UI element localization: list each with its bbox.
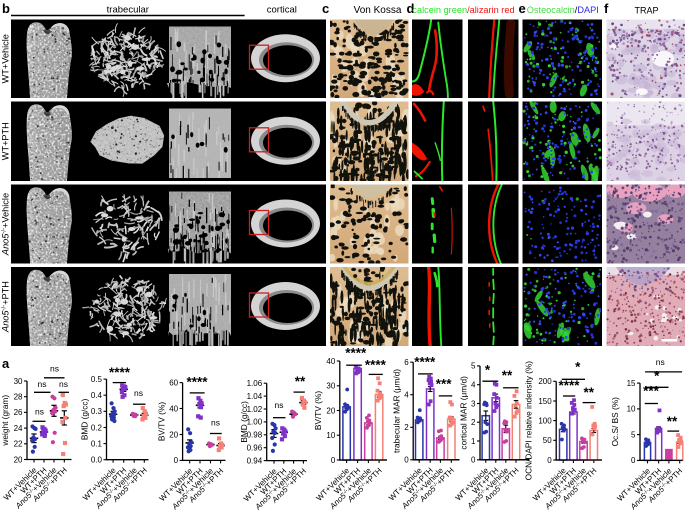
svg-text:1: 1 bbox=[471, 437, 476, 446]
svg-text:5: 5 bbox=[471, 362, 476, 371]
svg-text:0.98: 0.98 bbox=[247, 431, 263, 440]
svg-text:10: 10 bbox=[627, 405, 636, 414]
svg-text:Ano5-/-+PTH: Ano5-/-+PTH bbox=[1, 281, 11, 333]
svg-text:1.04: 1.04 bbox=[247, 392, 263, 401]
svg-text:**: ** bbox=[295, 374, 306, 389]
svg-text:trabecular: trabecular bbox=[107, 5, 149, 16]
svg-text:ns: ns bbox=[59, 379, 68, 389]
svg-text:5: 5 bbox=[631, 430, 636, 439]
svg-text:Von Kossa: Von Kossa bbox=[354, 5, 402, 16]
svg-text:calcein green/alizarin red: calcein green/alizarin red bbox=[412, 5, 514, 15]
svg-text:**: ** bbox=[667, 414, 678, 429]
svg-text:3: 3 bbox=[471, 399, 476, 408]
svg-text:b: b bbox=[2, 1, 10, 16]
svg-text:OCN/DAPI relative indensity (%: OCN/DAPI relative indensity (%) bbox=[524, 361, 534, 481]
svg-text:cortical: cortical bbox=[267, 5, 297, 16]
svg-text:20: 20 bbox=[14, 455, 23, 464]
svg-text:****: **** bbox=[558, 378, 580, 393]
svg-text:100: 100 bbox=[538, 416, 552, 425]
svg-text:ns: ns bbox=[211, 418, 220, 428]
svg-text:0.2: 0.2 bbox=[91, 423, 103, 432]
svg-text:BV/TV (%): BV/TV (%) bbox=[157, 402, 167, 441]
svg-text:0.1: 0.1 bbox=[91, 439, 103, 448]
svg-text:*: * bbox=[575, 359, 581, 374]
svg-text:BMD (g/cc): BMD (g/cc) bbox=[80, 398, 90, 440]
svg-text:50: 50 bbox=[543, 436, 552, 445]
svg-text:****: **** bbox=[414, 355, 436, 370]
svg-text:*: * bbox=[485, 363, 491, 378]
svg-text:0: 0 bbox=[174, 456, 179, 465]
svg-text:ns: ns bbox=[275, 400, 284, 410]
svg-text:0: 0 bbox=[547, 456, 552, 465]
svg-text:4: 4 bbox=[404, 391, 409, 400]
svg-text:0: 0 bbox=[471, 456, 476, 465]
svg-text:trabecular MAR (μm/d): trabecular MAR (μm/d) bbox=[392, 369, 402, 453]
svg-text:26: 26 bbox=[14, 408, 23, 417]
svg-text:0: 0 bbox=[631, 456, 636, 465]
svg-text:1.00: 1.00 bbox=[247, 418, 263, 427]
svg-text:***: *** bbox=[643, 384, 660, 399]
svg-text:****: **** bbox=[186, 375, 208, 390]
svg-text:ns: ns bbox=[134, 388, 143, 398]
svg-text:Ano5-/-+Vehicle: Ano5-/-+Vehicle bbox=[1, 193, 11, 256]
svg-text:15: 15 bbox=[627, 379, 636, 388]
svg-text:**: ** bbox=[583, 385, 594, 400]
svg-text:**: ** bbox=[502, 368, 513, 383]
svg-text:a: a bbox=[2, 356, 10, 371]
svg-text:BMD (g/cc): BMD (g/cc) bbox=[239, 401, 249, 443]
svg-text:40: 40 bbox=[169, 404, 178, 413]
svg-text:20: 20 bbox=[169, 430, 178, 439]
svg-text:e: e bbox=[519, 1, 526, 16]
svg-text:weight (gram): weight (gram) bbox=[0, 395, 10, 447]
svg-text:ns: ns bbox=[50, 364, 59, 374]
svg-text:cortical MAR (μm/d): cortical MAR (μm/d) bbox=[459, 376, 469, 450]
svg-text:0.3: 0.3 bbox=[91, 407, 103, 416]
svg-text:BV/TV (%): BV/TV (%) bbox=[313, 391, 323, 430]
svg-text:10: 10 bbox=[326, 431, 335, 440]
svg-text:d: d bbox=[407, 1, 415, 16]
svg-text:****: **** bbox=[345, 346, 367, 361]
svg-text:TRAP: TRAP bbox=[634, 6, 658, 16]
svg-text:****: **** bbox=[109, 365, 131, 380]
svg-text:60: 60 bbox=[169, 378, 178, 387]
svg-text:150: 150 bbox=[538, 397, 552, 406]
svg-text:*: * bbox=[654, 368, 660, 383]
svg-text:0.5: 0.5 bbox=[91, 375, 103, 384]
svg-text:2: 2 bbox=[471, 418, 476, 427]
svg-text:28: 28 bbox=[14, 393, 23, 402]
svg-text:c: c bbox=[322, 1, 329, 16]
svg-text:4: 4 bbox=[471, 380, 476, 389]
svg-text:WT+Vehicle: WT+Vehicle bbox=[1, 34, 11, 83]
svg-text:20: 20 bbox=[326, 406, 335, 415]
svg-text:22: 22 bbox=[14, 440, 23, 449]
svg-text:ns: ns bbox=[35, 407, 44, 417]
svg-text:ns: ns bbox=[656, 357, 665, 367]
svg-text:30: 30 bbox=[326, 382, 335, 391]
svg-text:0: 0 bbox=[404, 456, 409, 465]
svg-text:40: 40 bbox=[326, 357, 335, 366]
svg-text:0.0: 0.0 bbox=[91, 456, 103, 465]
svg-text:6: 6 bbox=[404, 358, 409, 367]
svg-text:0.94: 0.94 bbox=[247, 456, 263, 465]
svg-text:Oc.S/ BS (%): Oc.S/ BS (%) bbox=[610, 397, 620, 447]
svg-text:2: 2 bbox=[404, 423, 409, 432]
svg-text:30: 30 bbox=[14, 377, 23, 386]
svg-text:0.96: 0.96 bbox=[247, 444, 263, 453]
svg-text:WT+PTH: WT+PTH bbox=[1, 122, 11, 160]
svg-text:f: f bbox=[604, 1, 609, 16]
svg-text:1.06: 1.06 bbox=[247, 379, 263, 388]
svg-text:0.4: 0.4 bbox=[91, 391, 103, 400]
svg-text:ns: ns bbox=[38, 379, 47, 389]
svg-text:24: 24 bbox=[14, 424, 23, 433]
svg-text:***: *** bbox=[436, 377, 453, 392]
svg-text:****: **** bbox=[365, 358, 387, 373]
svg-text:1.02: 1.02 bbox=[247, 405, 263, 414]
svg-text:Osteocalcin/DAPI: Osteocalcin/DAPI bbox=[527, 5, 599, 15]
svg-text:200: 200 bbox=[538, 377, 552, 386]
svg-text:0: 0 bbox=[331, 456, 336, 465]
